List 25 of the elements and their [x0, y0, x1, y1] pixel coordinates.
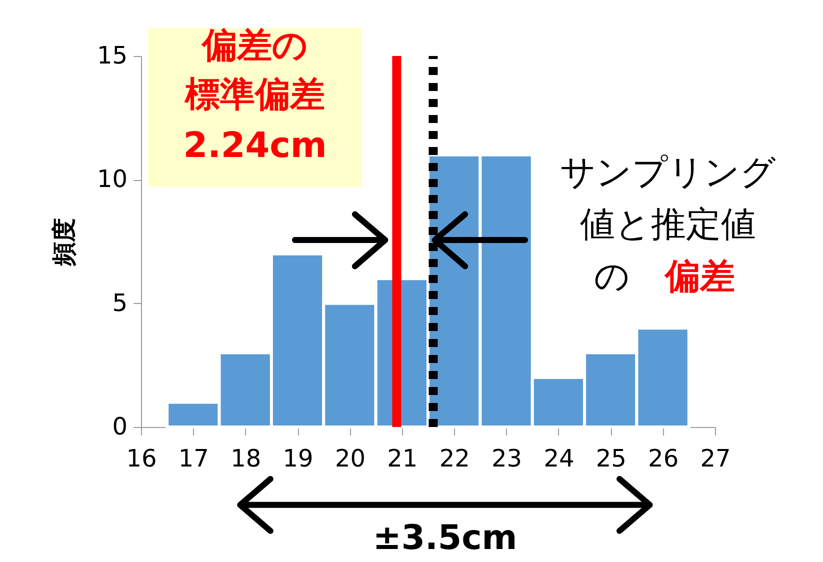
x-tick-label: 18 [230, 444, 262, 472]
x-tick-label: 26 [648, 444, 679, 472]
y-tick-label: 10 [96, 165, 128, 194]
annotation: 値と推定値 [580, 205, 756, 245]
x-tick-label: 20 [334, 444, 366, 472]
x-tick-label: 27 [700, 444, 731, 472]
y-axis-title: 頻度 [50, 218, 78, 267]
y-tick-label: 15 [96, 42, 128, 70]
x-tick-label: 21 [387, 444, 418, 472]
annotation: 偏差 [663, 257, 735, 297]
annotation: 偏差の [200, 26, 308, 66]
x-tick-label: 16 [126, 444, 157, 472]
annotation: サンプリング [560, 153, 776, 193]
annotation: 標準偏差 [184, 75, 325, 115]
y-tick-label: 0 [112, 412, 128, 440]
y-tick-label: 5 [112, 288, 128, 317]
x-tick-label: 22 [439, 444, 470, 472]
x-tick-label: 25 [596, 444, 626, 472]
annotation: の [594, 257, 630, 297]
x-tick-label: 19 [282, 444, 314, 472]
x-tick-label: 17 [178, 444, 209, 472]
text: ±3.5cm [372, 518, 518, 558]
annotation: 2.24cm [183, 126, 327, 166]
x-tick-label: 24 [544, 444, 574, 472]
x-tick-label: 23 [492, 444, 522, 472]
